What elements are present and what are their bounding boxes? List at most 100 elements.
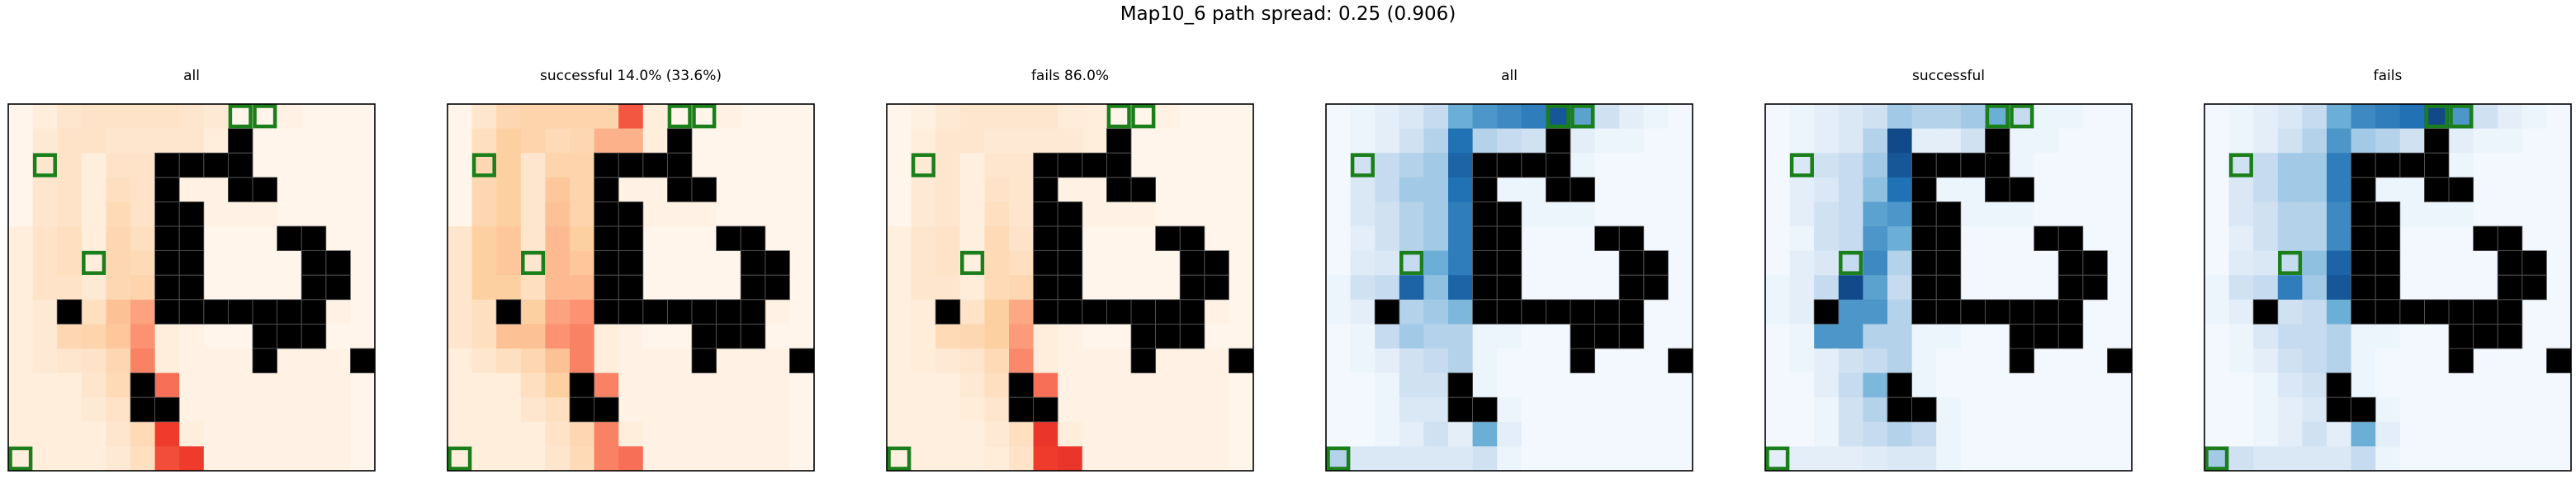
heat-cell xyxy=(1765,324,1790,349)
heat-cell xyxy=(106,250,131,276)
wall-cell xyxy=(1204,250,1229,276)
heat-cell xyxy=(2204,202,2229,227)
heat-cell xyxy=(277,397,302,423)
wall-cell xyxy=(594,250,619,276)
heat-cell xyxy=(2546,397,2572,423)
heat-cell xyxy=(1887,421,1912,447)
heat-cell xyxy=(716,372,741,398)
heat-cell xyxy=(179,397,205,423)
heat-cell xyxy=(325,299,351,325)
heat-cell xyxy=(2546,177,2572,202)
panel-title-4: all xyxy=(1501,68,1518,84)
wall-cell xyxy=(741,299,766,325)
heat-cell xyxy=(1375,275,1400,301)
heat-cell xyxy=(2449,372,2474,398)
heat-cell xyxy=(1155,128,1181,154)
heat-cell xyxy=(2473,372,2498,398)
heat-cell xyxy=(2058,128,2084,154)
heat-cell xyxy=(2204,372,2229,398)
wall-cell xyxy=(1521,153,1546,178)
heat-cell xyxy=(570,202,594,227)
heat-cell xyxy=(2351,372,2376,398)
heat-cell xyxy=(301,202,327,227)
heat-cell xyxy=(1887,250,1912,276)
heat-cell xyxy=(2546,226,2572,251)
heat-cell xyxy=(545,275,571,301)
heat-cell xyxy=(447,104,472,129)
wall-cell xyxy=(618,202,644,227)
heat-cell xyxy=(2327,324,2351,349)
heat-cell xyxy=(1082,397,1107,423)
wall-cell xyxy=(2449,177,2474,202)
heat-cell xyxy=(1204,421,1229,447)
wall-cell-outline xyxy=(594,396,619,423)
wall-cell xyxy=(1497,202,1522,227)
heat-cell xyxy=(106,324,131,349)
heat-cell xyxy=(2058,446,2084,472)
wall-cell xyxy=(154,153,180,178)
wall-cell xyxy=(2424,128,2450,154)
heat-cell xyxy=(1765,421,1790,447)
heat-cell xyxy=(32,177,58,202)
heat-cell xyxy=(1082,349,1107,373)
wall-cell xyxy=(1619,324,1645,349)
wall-cell-outline xyxy=(495,299,522,325)
heat-cell xyxy=(1960,202,1986,227)
heat-cell xyxy=(1326,104,1351,129)
heat-cell xyxy=(2522,202,2547,227)
heat-cell xyxy=(325,104,351,129)
heat-cell xyxy=(1570,250,1595,276)
heat-cell xyxy=(2473,275,2498,301)
heat-cell xyxy=(667,275,693,301)
heat-cell xyxy=(2522,397,2547,423)
heat-cell xyxy=(179,177,205,202)
heat-cell xyxy=(1814,128,1840,154)
heat-cell xyxy=(594,421,619,447)
heat-cell xyxy=(2449,421,2474,447)
heat-cell xyxy=(984,250,1010,276)
heat-cell xyxy=(2399,397,2425,423)
heat-cell xyxy=(1326,202,1351,227)
wall-cell xyxy=(1960,153,1986,178)
heat-cell xyxy=(277,372,302,398)
heat-cell xyxy=(1082,372,1107,398)
heat-cell xyxy=(2375,104,2401,129)
heat-cell xyxy=(496,275,522,301)
wall-cell xyxy=(2351,226,2376,251)
heat-cell xyxy=(1546,226,1571,251)
wall-cell xyxy=(1570,299,1595,325)
heat-cell xyxy=(1765,397,1790,423)
wall-cell xyxy=(1009,372,1034,398)
heat-cell xyxy=(642,250,668,276)
heat-cell xyxy=(1155,275,1181,301)
heat-cell xyxy=(1668,275,1693,301)
heat-cell xyxy=(179,421,205,447)
heat-cell xyxy=(2473,128,2498,154)
wall-cell xyxy=(1546,153,1571,178)
heat-cell xyxy=(1789,275,1815,301)
wall-cell xyxy=(1131,324,1156,349)
heat-cell xyxy=(179,104,205,129)
wall-cell xyxy=(1521,299,1546,325)
heat-cell xyxy=(1887,177,1912,202)
heat-cell xyxy=(2302,397,2327,423)
heat-cell xyxy=(1863,128,1888,154)
heat-cell xyxy=(1643,128,1669,154)
heat-cell xyxy=(642,397,668,423)
wall-cell xyxy=(1497,153,1522,178)
heat-cell xyxy=(887,397,912,423)
heat-cell xyxy=(2522,226,2547,251)
wall-cell xyxy=(2327,397,2351,423)
heat-cell xyxy=(203,202,229,227)
heat-cell xyxy=(667,421,693,447)
heat-cell xyxy=(1497,324,1522,349)
heat-cell xyxy=(2522,349,2547,373)
heat-cell xyxy=(741,372,766,398)
heat-cell xyxy=(301,421,327,447)
heat-cell xyxy=(8,202,33,227)
heat-cell xyxy=(765,104,790,129)
heat-cell xyxy=(2399,177,2425,202)
heat-cell xyxy=(350,128,376,154)
heat-cell xyxy=(8,299,33,325)
heat-cell xyxy=(1131,153,1156,178)
